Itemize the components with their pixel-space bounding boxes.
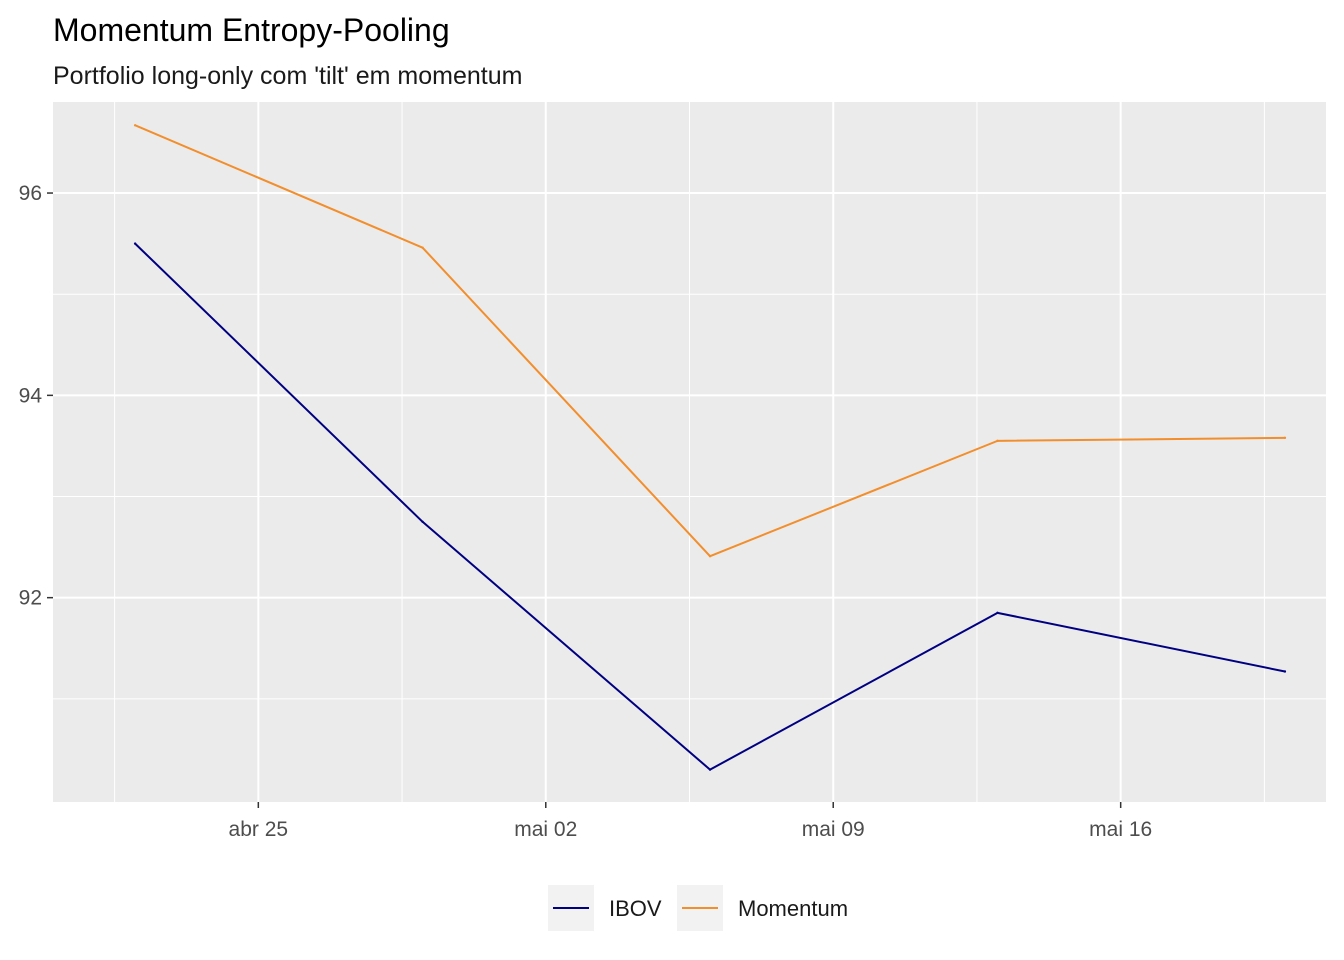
x-tick-label: mai 09 bbox=[802, 818, 865, 841]
x-axis: abr 25 mai 02 mai 09 mai 16 bbox=[229, 802, 1152, 841]
legend: IBOV Momentum bbox=[548, 885, 848, 931]
grid-major bbox=[53, 102, 1326, 802]
legend-label-momentum: Momentum bbox=[738, 896, 848, 921]
x-tick-label: mai 16 bbox=[1089, 818, 1152, 841]
x-tick-label: mai 02 bbox=[514, 818, 577, 841]
y-tick-label: 94 bbox=[19, 384, 43, 407]
data-point-ibov bbox=[133, 242, 137, 245]
data-point-ibov bbox=[996, 611, 999, 615]
data-point-momentum bbox=[708, 554, 712, 558]
grid-minor bbox=[53, 102, 1326, 802]
data-point-momentum bbox=[421, 246, 424, 249]
chart-subtitle: Portfolio long-only com 'tilt' em moment… bbox=[53, 62, 522, 90]
series-lines bbox=[133, 124, 1287, 771]
legend-label-ibov: IBOV bbox=[609, 896, 662, 921]
y-tick-label: 92 bbox=[19, 587, 42, 610]
data-point-ibov bbox=[421, 520, 424, 523]
data-point-ibov bbox=[708, 768, 712, 771]
data-point-momentum bbox=[133, 124, 137, 127]
y-axis: 92 94 96 bbox=[19, 182, 53, 610]
y-tick-label: 96 bbox=[19, 182, 42, 205]
data-point-momentum bbox=[1283, 436, 1287, 440]
data-point-ibov bbox=[1283, 670, 1287, 673]
chart-title: Momentum Entropy-Pooling bbox=[53, 12, 450, 48]
data-point-momentum bbox=[996, 439, 999, 443]
x-tick-label: abr 25 bbox=[229, 818, 289, 841]
